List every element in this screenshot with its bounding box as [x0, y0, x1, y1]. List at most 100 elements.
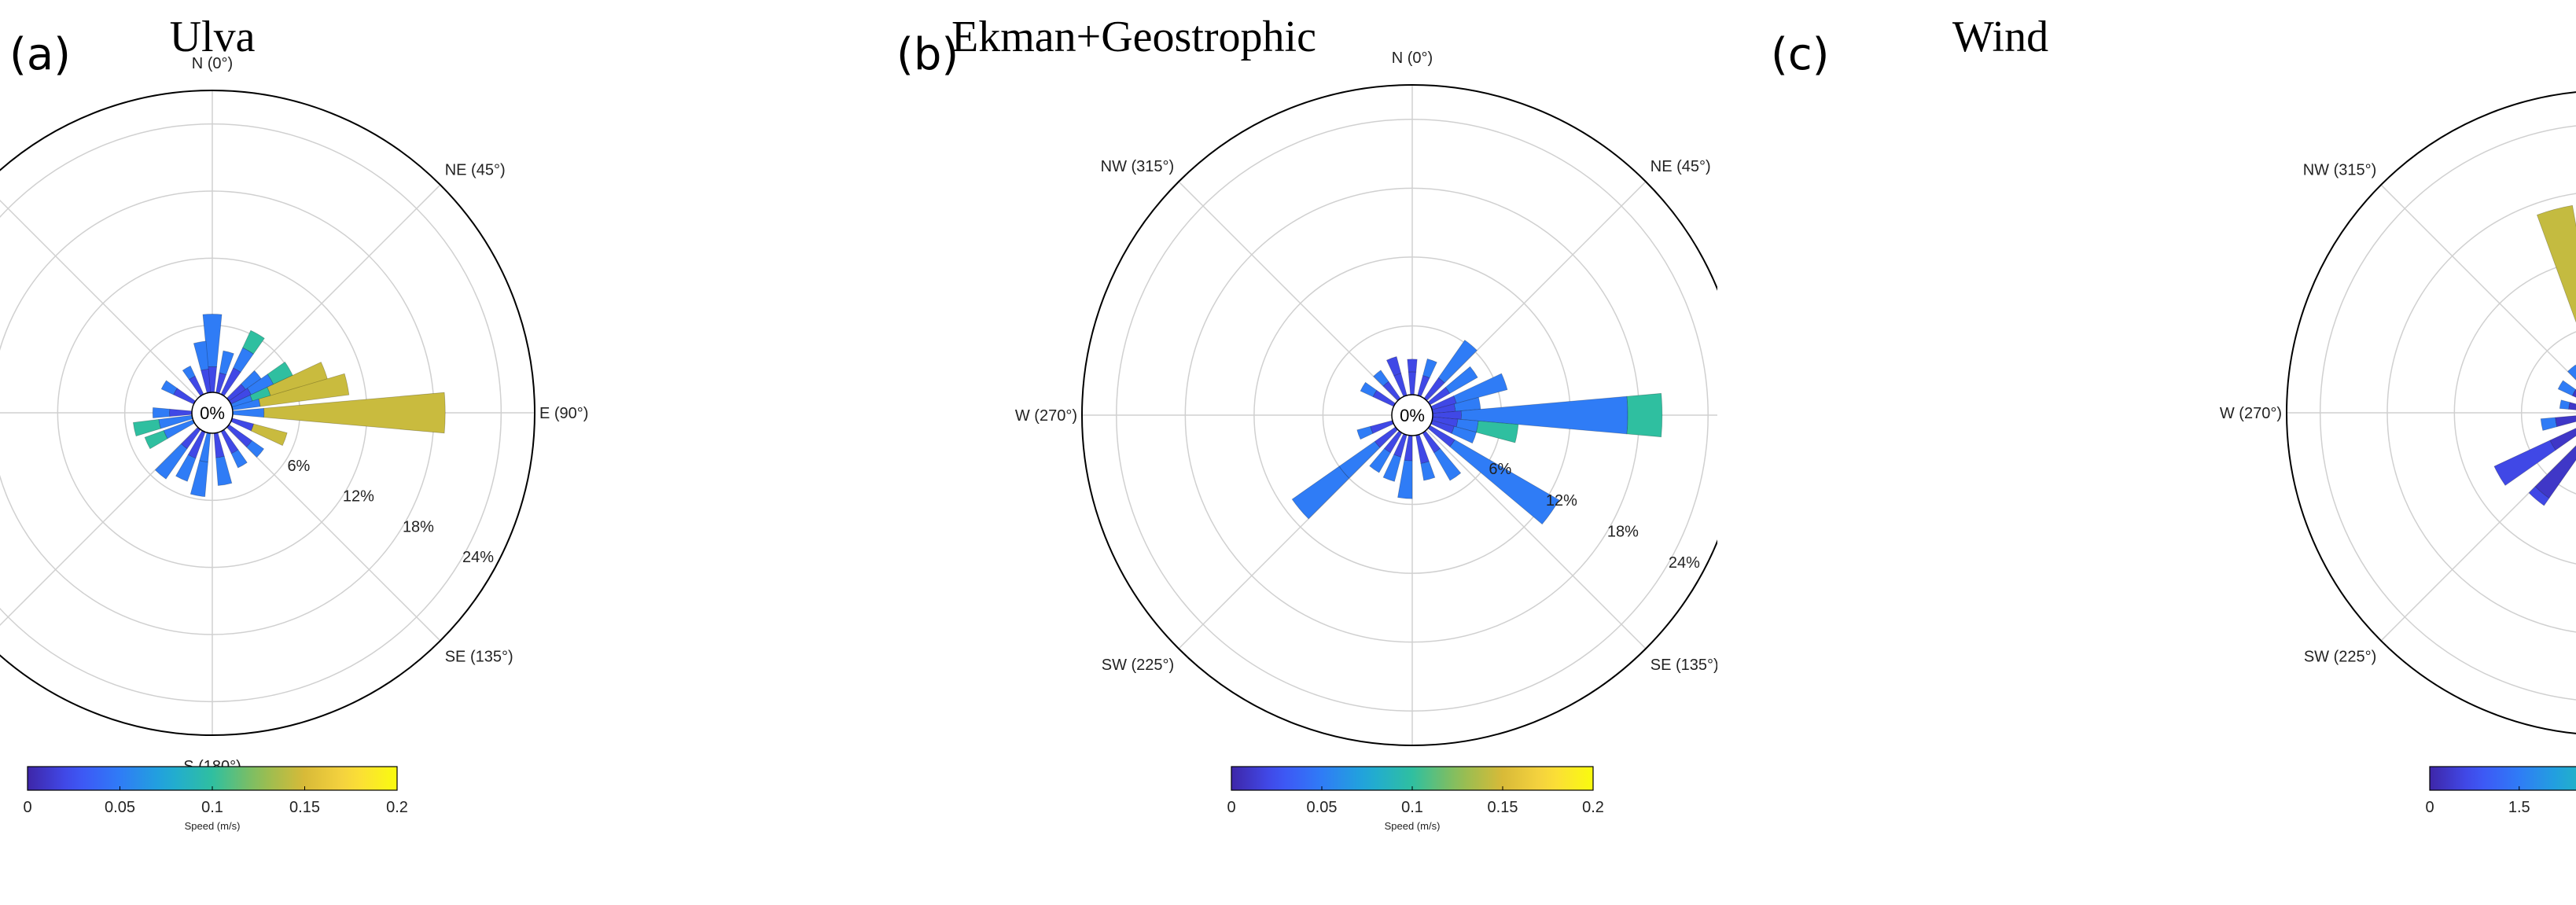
rose-bar-segment — [1476, 420, 1519, 443]
colorbar-tick-label: 0.2 — [1582, 799, 1604, 816]
rose-bar-segment — [1291, 465, 1350, 520]
rose-bar-segment — [230, 449, 248, 469]
direction-label: W (270°) — [1015, 407, 1077, 425]
rose-bar-segment — [154, 443, 188, 480]
rose-bar-segment — [2493, 440, 2556, 486]
direction-label: SE (135°) — [1650, 657, 1717, 674]
radial-tick-label: 18% — [403, 518, 434, 535]
rose-bar-segment — [2559, 399, 2570, 410]
panel-label: (c) — [1771, 29, 1829, 80]
panel-wind: Wind (c) 0%6%12%18%24%N (0°)NE (45°)E (9… — [1717, 0, 2576, 905]
rose-bar-segment — [1360, 381, 1378, 398]
colorbar-tick-label: 0 — [1227, 799, 1235, 816]
grid-spoke — [1426, 429, 1647, 649]
radial-tick-label: 24% — [1669, 554, 1700, 572]
direction-label: NE (45°) — [1650, 158, 1711, 175]
rose-bar-segment — [173, 388, 197, 405]
rose-bar-segment — [1444, 366, 1478, 394]
rose-bar-segment — [2549, 428, 2576, 451]
colorbar-tick-label: 0.05 — [1307, 799, 1338, 816]
outer-circle — [2286, 91, 2576, 734]
radial-tick-label: 18% — [1607, 523, 1639, 540]
grid-spoke — [0, 426, 199, 627]
rose-bar-segment — [2536, 204, 2576, 323]
center-label: 0% — [1400, 406, 1425, 425]
rose-bar-segment — [190, 460, 208, 498]
rose-bar-segment — [1338, 440, 1381, 479]
colorbar-label: Speed (m/s) — [1385, 820, 1441, 832]
rose-bar-segment — [219, 350, 234, 376]
rose-bar-segment — [1460, 395, 1628, 435]
colorbar-tick-label: 0.15 — [289, 799, 320, 816]
rose-bar-segment — [201, 368, 212, 394]
direction-label: NW (315°) — [1101, 158, 1175, 175]
rose-chart-wind: Wind (c) 0%6%12%18%24%N (0°)NE (45°)E (9… — [1771, 13, 2576, 816]
center-hole — [1391, 394, 1433, 436]
rose-bar-segment — [2567, 364, 2576, 381]
rose-bar-segment — [2540, 417, 2558, 432]
colorbar-tick-label: 0.1 — [1401, 799, 1423, 816]
colorbar-tick-label: 0.05 — [105, 799, 135, 816]
radial-tick-label: 12% — [1546, 492, 1577, 510]
colorbar-tick-label: 1.5 — [2508, 799, 2530, 816]
direction-label: SW (225°) — [2304, 649, 2376, 666]
rose-bar-segment — [215, 455, 233, 486]
rose-bar-segment — [2568, 402, 2576, 410]
rose-bar-segment — [1422, 358, 1437, 379]
chart-title: Ulva — [170, 13, 256, 61]
direction-label: SW (225°) — [1102, 657, 1174, 674]
direction-label: W (270°) — [2220, 405, 2282, 422]
rose-bar-segment — [1455, 418, 1479, 433]
rose-bar-segment — [1453, 373, 1508, 404]
radial-tick-label: 24% — [462, 549, 494, 566]
panel-ulva: Ulva (a) 0% 6% 12% 18% 24% N (0°) NE (45°) E (9… — [0, 0, 859, 905]
rose-bar-segment — [1433, 447, 1462, 481]
rose-bar-segment — [160, 380, 178, 395]
center-hole — [191, 392, 234, 434]
grid-spoke — [226, 184, 441, 399]
rose-bar-segment — [188, 375, 204, 397]
rose-bar-segment — [2528, 486, 2550, 506]
rose-bar-segment — [245, 440, 265, 458]
radial-tick-label: 6% — [287, 458, 310, 475]
center-label: 0% — [200, 403, 225, 423]
rose-bar-segment — [1451, 425, 1477, 444]
rose-bar-segment — [1397, 459, 1413, 499]
chart-title: Wind — [1952, 13, 2048, 61]
rose-bar-segment — [175, 454, 197, 482]
rose-bar-segment — [1373, 370, 1389, 387]
rose-bar-segment — [1437, 340, 1478, 384]
rose-bar-segment — [1369, 447, 1391, 473]
rose-bar-segment — [1420, 461, 1436, 481]
rose-bar-segment — [242, 329, 265, 355]
rose-bar-segment — [1407, 359, 1418, 373]
direction-label: NW (315°) — [2303, 161, 2377, 178]
chart-title: Ekman+Geostrophic — [951, 13, 1316, 61]
rose-bar-segment — [193, 340, 209, 371]
outer-circle — [1081, 84, 1717, 746]
rose-bar-segment — [258, 373, 350, 407]
rose-bar-segment — [267, 361, 293, 385]
colorbar-label: Speed (m/s) — [185, 820, 241, 832]
rose-bar-segment — [2557, 380, 2576, 396]
rose-bar-segment — [250, 423, 288, 447]
grid-spoke — [2380, 444, 2576, 642]
rose-chart-ulva: Ulva (a) 0% 6% 12% 18% 24% N (0°) NE (45°) E (9… — [0, 13, 588, 832]
rose-chart-ekman-geostrophic: Ekman+Geostrophic (b) 0% 6% 12% 18% 24% N (0°… — [896, 13, 1717, 832]
rose-bar-segment — [1626, 392, 1663, 438]
rose-bar-segment — [1408, 371, 1417, 395]
outer-circle — [0, 90, 535, 736]
panel-ekman-geostrophic: Ekman+Geostrophic (b) 0% 6% 12% 18% 24% N (0°… — [859, 0, 1717, 905]
rose-bar-segment — [202, 314, 223, 367]
direction-label: NE (45°) — [445, 161, 506, 178]
rose-bar-segment — [132, 418, 161, 437]
rose-bar-segment — [2555, 415, 2576, 428]
rose-bar-segment — [144, 430, 168, 450]
rose-bar-segment — [1356, 425, 1374, 440]
rose-bar-segment — [1453, 396, 1481, 412]
rose-bar-segment — [213, 432, 225, 458]
rose-bar-segment — [1449, 439, 1560, 525]
colorbar-tick-label: 0 — [23, 799, 31, 816]
radial-tick-label: 12% — [343, 488, 374, 506]
rose-bar-segment — [182, 365, 196, 381]
